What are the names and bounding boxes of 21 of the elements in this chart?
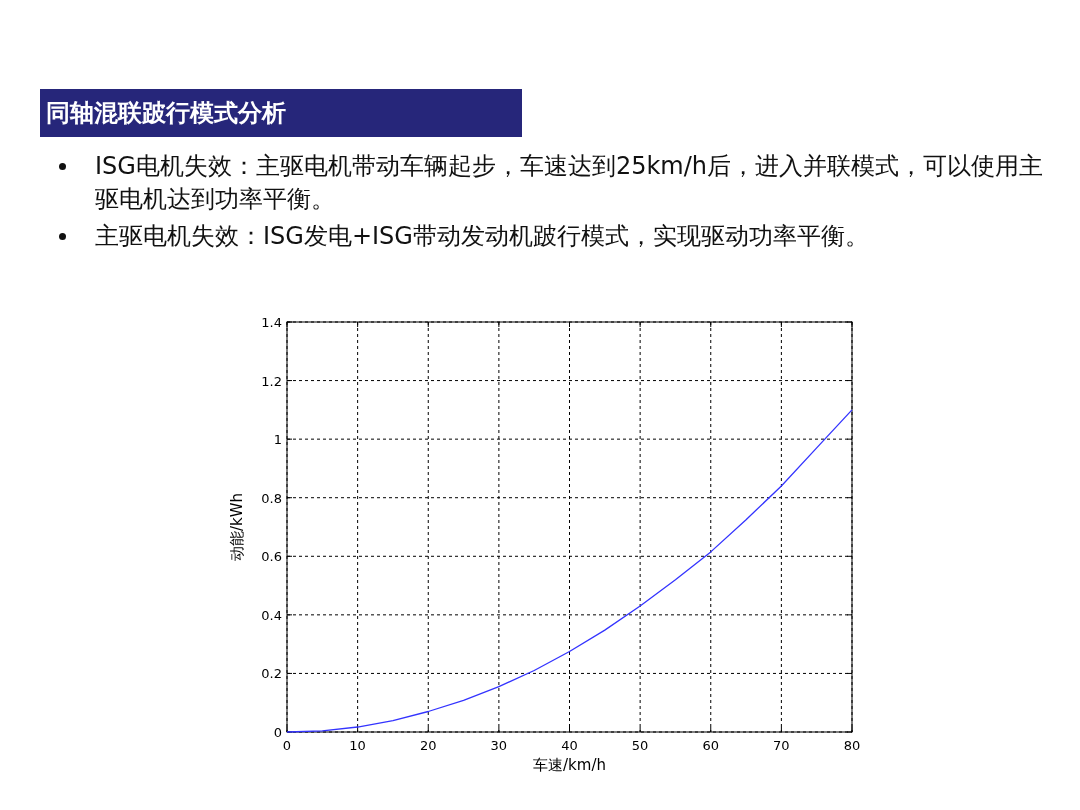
x-tick-label: 10 (349, 738, 366, 753)
text: 主驱电机失效：ISG发电+ISG带动发动机跛行模式，实现驱动功率平衡。 (95, 222, 869, 250)
x-tick-label: 80 (843, 738, 861, 753)
y-tick-label: 0.4 (261, 607, 282, 623)
x-tick-label: 40 (561, 738, 578, 753)
y-tick-label: 0.2 (261, 666, 282, 682)
y-tick-label: 1 (273, 432, 282, 448)
x-tick-label: 20 (419, 738, 437, 753)
x-axis-title: 车速/km/h (533, 756, 606, 774)
x-tick-label: 50 (631, 738, 649, 753)
y-tick-label: 0.8 (261, 490, 282, 506)
y-axis-title: 动能/kWh (228, 492, 246, 562)
y-tick-label: 0 (273, 725, 282, 740)
text: ISG电机失效：主驱电机带动车辆起步，车速达到25km/h后，进入并联模式，可以使用主驱电机达到功率平衡。 (95, 152, 1044, 213)
y-tick-label: 1.4 (261, 315, 282, 330)
x-tick-label: 30 (490, 738, 508, 753)
x-tick-label: 70 (773, 738, 790, 753)
x-tick-label: 60 (702, 738, 720, 753)
y-tick-label: 0.6 (261, 549, 282, 565)
y-tick-label: 1.2 (261, 373, 282, 389)
chart-title: 同轴混联跛行模式分析 (40, 89, 522, 137)
